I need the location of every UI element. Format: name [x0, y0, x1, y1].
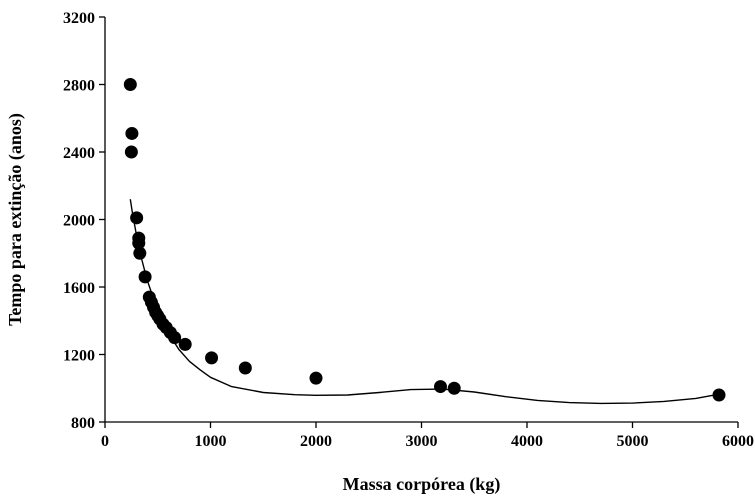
- x-tick-label: 0: [101, 433, 109, 450]
- x-tick-label: 1000: [195, 433, 227, 450]
- x-tick-label: 3000: [406, 433, 438, 450]
- data-point: [123, 78, 137, 91]
- y-tick-label: 800: [71, 415, 95, 432]
- y-tick-label: 2000: [63, 213, 95, 230]
- data-point: [130, 211, 144, 225]
- fit-curve-group: [129, 199, 720, 405]
- y-tick-label: 2800: [63, 78, 95, 95]
- ticks: 0 1000 2000 3000 4000 5000 6000 800 1200 1600 2000…: [63, 10, 754, 450]
- x-tick-label: 4000: [511, 433, 543, 450]
- data-point: [168, 331, 182, 345]
- data-points: [123, 78, 726, 402]
- data-point: [125, 126, 139, 140]
- y-tick-label: 2400: [63, 145, 95, 162]
- data-point: [178, 337, 192, 351]
- x-tick-label: 2000: [300, 433, 332, 450]
- axes: [104, 17, 738, 423]
- x-tick-label: 6000: [722, 433, 754, 450]
- data-point: [133, 246, 147, 260]
- y-tick-label: 1200: [63, 348, 95, 365]
- data-point: [138, 270, 152, 284]
- data-point: [712, 388, 726, 402]
- data-point: [205, 351, 219, 365]
- data-point: [433, 380, 447, 394]
- fit-curve: [129, 199, 720, 405]
- y-tick-label: 3200: [63, 10, 95, 27]
- x-tick-label: 5000: [617, 433, 649, 450]
- data-point: [447, 381, 461, 395]
- data-point: [309, 371, 323, 385]
- x-axis-title: Massa corpórea (kg): [343, 474, 501, 495]
- data-point: [124, 145, 138, 159]
- y-tick-label: 1600: [63, 280, 95, 297]
- data-point: [238, 361, 252, 375]
- data-point: [132, 236, 146, 250]
- y-axis-title: Tempo para extinção (anos): [5, 113, 26, 326]
